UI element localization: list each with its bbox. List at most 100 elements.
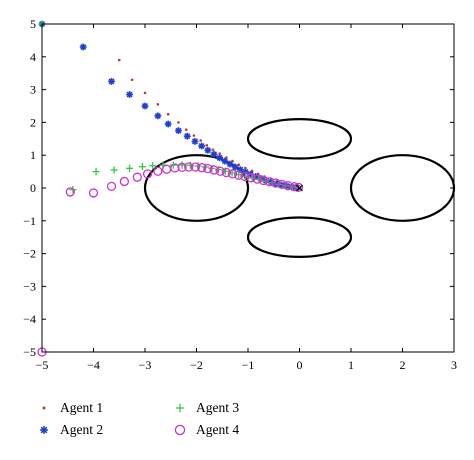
obstacle-ellipse (246, 118, 353, 160)
data-point (175, 127, 182, 134)
data-point (153, 166, 163, 176)
legend-marker (175, 403, 185, 413)
legend-label: Agent 3 (196, 400, 239, 415)
target-group (296, 184, 303, 192)
data-point (283, 181, 293, 191)
data-point (164, 120, 172, 128)
data-point (156, 103, 160, 106)
data-point (65, 187, 75, 197)
data-point (69, 186, 77, 194)
data-point (226, 160, 234, 168)
legend-marker (174, 424, 186, 436)
data-point (258, 175, 269, 186)
y-axis: −5 −4 −3 −2 −1 0 1 2 3 4 5 (23, 17, 454, 359)
legend-marker (40, 426, 48, 434)
data-point (126, 91, 133, 98)
y-tick-label: −5 (23, 345, 36, 359)
legend-label: Agent 4 (196, 422, 239, 437)
legend-label: Agent 1 (60, 400, 103, 415)
legend-item-agent-4: Agent 4 (174, 422, 239, 437)
data-point (204, 146, 212, 154)
data-point (184, 128, 188, 131)
data-point (183, 132, 191, 140)
x-axis: −5 −4 −3 −2 −1 0 1 2 3 (36, 24, 457, 372)
x-tick-label: 2 (400, 358, 406, 372)
data-point (196, 163, 207, 173)
data-point (252, 174, 262, 184)
data-point (110, 166, 118, 174)
data-point (143, 91, 147, 95)
y-tick-label: 4 (30, 50, 36, 64)
data-point (198, 142, 206, 150)
data-point (240, 171, 250, 182)
x-tick-label: 0 (297, 358, 303, 372)
data-point (191, 138, 199, 145)
data-point (108, 78, 115, 85)
legend-marker (42, 406, 46, 410)
target-marker (296, 184, 303, 192)
data-point (117, 58, 121, 62)
data-point (293, 182, 304, 192)
x-tick-label: −2 (190, 358, 203, 372)
data-point (237, 163, 241, 167)
legend-item-agent-2: Agent 2 (40, 422, 103, 437)
data-point (199, 139, 202, 142)
series-group (37, 20, 304, 357)
y-tick-label: −1 (23, 214, 36, 228)
data-point (221, 167, 232, 178)
data-point (149, 162, 157, 170)
data-point (271, 178, 281, 188)
data-point (216, 154, 224, 162)
x-tick-label: −1 (242, 358, 255, 372)
data-point (92, 168, 100, 176)
data-point (192, 134, 196, 137)
data-point (211, 148, 215, 151)
data-point (277, 179, 287, 190)
data-point (154, 112, 162, 120)
y-tick-label: 5 (30, 17, 36, 31)
y-tick-label: −3 (23, 279, 36, 293)
obstacle-ellipse (246, 216, 353, 258)
data-point (221, 157, 229, 165)
data-point (88, 188, 99, 198)
x-tick-label: −5 (36, 358, 49, 372)
data-point (184, 162, 194, 172)
x-tick-label: −4 (87, 358, 100, 372)
data-point (166, 112, 170, 116)
y-tick-label: −4 (23, 312, 36, 326)
data-point (119, 176, 130, 187)
legend-item-agent-3: Agent 3 (175, 400, 239, 415)
data-point (231, 163, 239, 171)
data-point (177, 121, 180, 124)
data-point (177, 162, 187, 172)
data-point (246, 173, 256, 183)
data-point (142, 169, 153, 179)
legend-item-agent-1: Agent 1 (42, 400, 103, 415)
obstacle-ellipse (143, 154, 250, 222)
x-tick-label: 1 (348, 358, 354, 372)
data-point (190, 162, 201, 172)
y-tick-label: −2 (23, 247, 36, 261)
y-tick-label: 2 (30, 115, 36, 129)
data-point (125, 164, 134, 172)
data-point (170, 163, 180, 173)
data-point (106, 181, 117, 192)
data-point (227, 169, 238, 179)
data-point (210, 150, 218, 158)
y-tick-label: 1 (30, 148, 36, 162)
data-point (132, 172, 142, 182)
legend-label: Agent 2 (60, 422, 103, 437)
x-tick-label: −3 (139, 358, 152, 372)
data-point (264, 177, 275, 187)
data-point (205, 144, 209, 147)
data-point (215, 166, 225, 176)
y-tick-label: 0 (30, 181, 36, 195)
data-point (218, 152, 221, 155)
data-point (203, 163, 213, 174)
legend: Agent 1 Agent 2 Agent 3 Agent 4 (40, 400, 239, 437)
series-agent-4 (37, 162, 304, 357)
data-point (234, 170, 244, 180)
data-point (225, 156, 228, 159)
data-point (169, 161, 177, 169)
